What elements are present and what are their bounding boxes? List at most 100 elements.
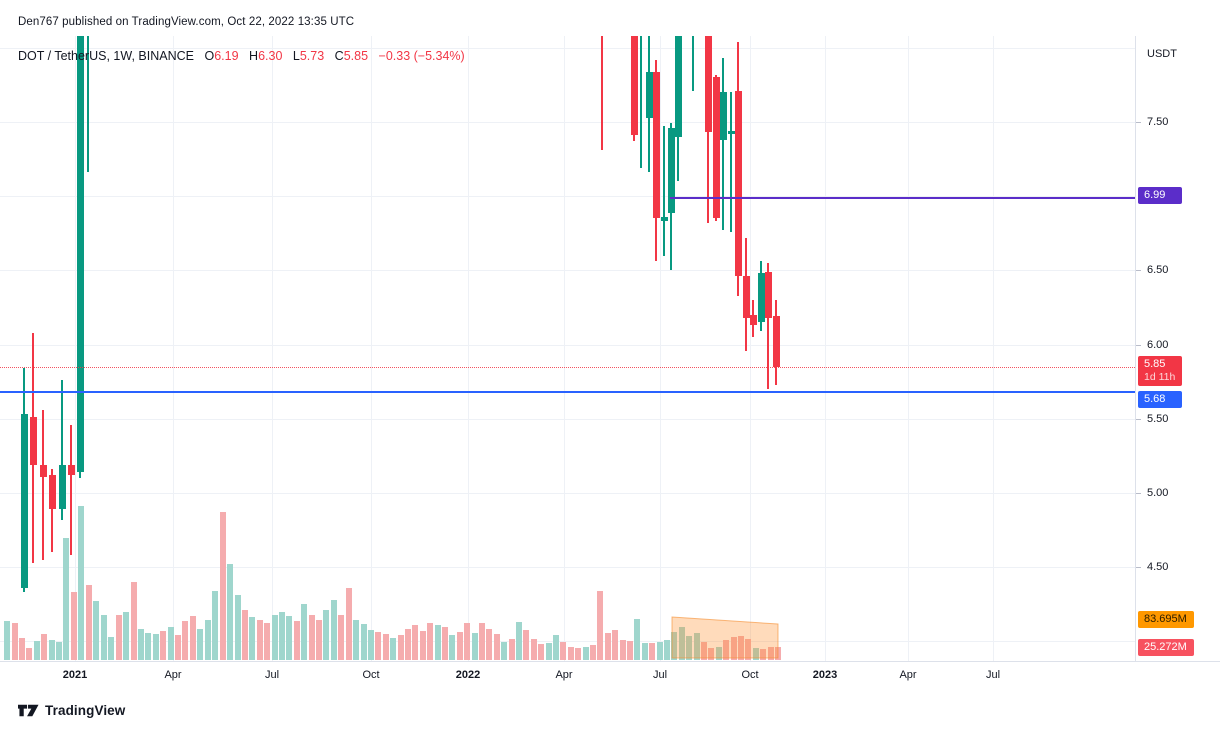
price-tick-mark — [1136, 122, 1141, 123]
price-axis[interactable]: USDT 7.50 6.50 6.00 5.50 5.00 4.50 6.99 5.85 … — [1135, 36, 1220, 690]
price-tick-mark — [1136, 270, 1141, 272]
volume-bar — [670, 632, 678, 660]
volume-bar — [130, 582, 138, 660]
volume-bar — [40, 634, 48, 660]
volume-bar — [367, 630, 375, 660]
purple-level-price-label: 6.99 — [1138, 187, 1182, 204]
time-tick-label: Apr — [164, 669, 182, 681]
symbol-legend[interactable]: DOT / TetherUS, 1W, BINANCE O6.19 H6.30 … — [18, 49, 465, 63]
volume-bar — [397, 635, 405, 660]
last-price-label: 5.85 1d 11h — [1138, 356, 1182, 386]
v-gridline — [993, 36, 994, 661]
volume-bar — [345, 588, 353, 660]
volume-orange-label: 83.695M — [1138, 611, 1194, 628]
chart-plot-area[interactable] — [0, 36, 1135, 661]
price-tick-mark — [1136, 344, 1141, 346]
ohlc-low-key: L — [292, 49, 300, 63]
candle-wick — [61, 380, 63, 520]
volume-bar — [77, 506, 85, 660]
candle-body — [772, 316, 780, 367]
volume-bar — [493, 634, 501, 660]
time-tick-label: 2022 — [455, 669, 481, 681]
price-axis-currency: USDT — [1147, 48, 1177, 60]
volume-bar — [522, 630, 530, 660]
volume-bar — [633, 619, 641, 660]
price-tick-label: 5.00 — [1147, 487, 1169, 499]
last-price-value: 5.85 — [1144, 358, 1166, 370]
volume-bar — [293, 621, 301, 660]
volume-bar — [626, 641, 634, 660]
volume-bar — [700, 642, 708, 660]
volume-bar — [663, 640, 671, 660]
volume-bar — [33, 641, 41, 660]
volume-bar — [152, 634, 160, 660]
volume-bar — [204, 620, 212, 660]
volume-bar — [567, 647, 575, 660]
volume-bar — [463, 623, 471, 660]
volume-bar — [92, 601, 100, 660]
volume-bar — [241, 610, 249, 660]
volume-bar — [693, 633, 701, 660]
volume-bar — [411, 625, 419, 660]
candle-body — [764, 271, 772, 318]
candle-body — [58, 464, 66, 510]
volume-bar — [715, 647, 723, 660]
volume-bar — [641, 643, 649, 660]
volume-bar — [774, 647, 782, 660]
price-tick-label: 7.50 — [1147, 116, 1169, 128]
time-tick-label: Jul — [652, 669, 668, 681]
volume-bar — [730, 637, 738, 660]
volume-bar — [167, 627, 175, 660]
volume-bar — [3, 621, 11, 660]
volume-bar — [219, 512, 227, 660]
volume-bar — [648, 643, 656, 660]
price-tick-label: 4.50 — [1147, 561, 1169, 574]
candle-body — [734, 90, 742, 277]
price-tick-label: 6.00 — [1147, 338, 1169, 351]
volume-bar — [18, 638, 26, 660]
tradingview-footer[interactable]: TradingView — [18, 703, 125, 718]
time-axis[interactable]: 2021 Apr Jul Oct 2022 Apr Jul Oct 2023 Apr Jul — [0, 661, 1220, 693]
time-tick-label: Apr — [899, 669, 917, 681]
blue-horizontal-line[interactable] — [0, 391, 1135, 394]
candle-body — [660, 216, 668, 222]
volume-bar — [25, 648, 33, 660]
volume-bar — [11, 623, 19, 660]
candle-body — [712, 77, 720, 219]
candle-body — [29, 417, 37, 465]
candle-wick — [640, 36, 642, 168]
h-gridline — [0, 122, 1135, 123]
volume-bar — [478, 623, 486, 660]
volume-bar — [611, 630, 619, 660]
h-gridline — [0, 47, 1135, 49]
volume-bar — [174, 635, 182, 660]
ohlc-low-value: 5.73 — [299, 49, 325, 63]
volume-bar — [426, 623, 434, 660]
volume-bar — [330, 600, 338, 660]
candle-wick — [663, 126, 665, 256]
volume-bar — [767, 647, 775, 660]
volume-bar — [678, 627, 686, 660]
purple-horizontal-line[interactable] — [670, 196, 1135, 199]
candle-wick — [601, 36, 603, 151]
candle-wick — [42, 409, 44, 560]
volume-bar — [752, 648, 760, 660]
h-gridline — [0, 567, 1135, 569]
volume-bar — [515, 622, 523, 660]
volume-bar — [211, 591, 219, 660]
volume-bar — [70, 592, 78, 660]
time-tick-label: Apr — [555, 669, 573, 681]
volume-bar — [619, 640, 627, 660]
time-tick-label: Oct — [362, 669, 380, 681]
price-tick-label: 5.50 — [1147, 412, 1169, 425]
h-gridline — [0, 493, 1135, 494]
tradingview-logo-icon — [18, 704, 39, 717]
ohlc-close-key: C — [334, 49, 344, 63]
volume-bar — [115, 615, 123, 660]
volume-bar — [226, 564, 234, 660]
volume-bar — [181, 621, 189, 660]
v-gridline — [468, 36, 469, 661]
volume-bar — [737, 636, 745, 660]
volume-bar — [352, 620, 360, 660]
attribution-text: Den767 published on TradingView.com, Oct… — [18, 16, 355, 28]
